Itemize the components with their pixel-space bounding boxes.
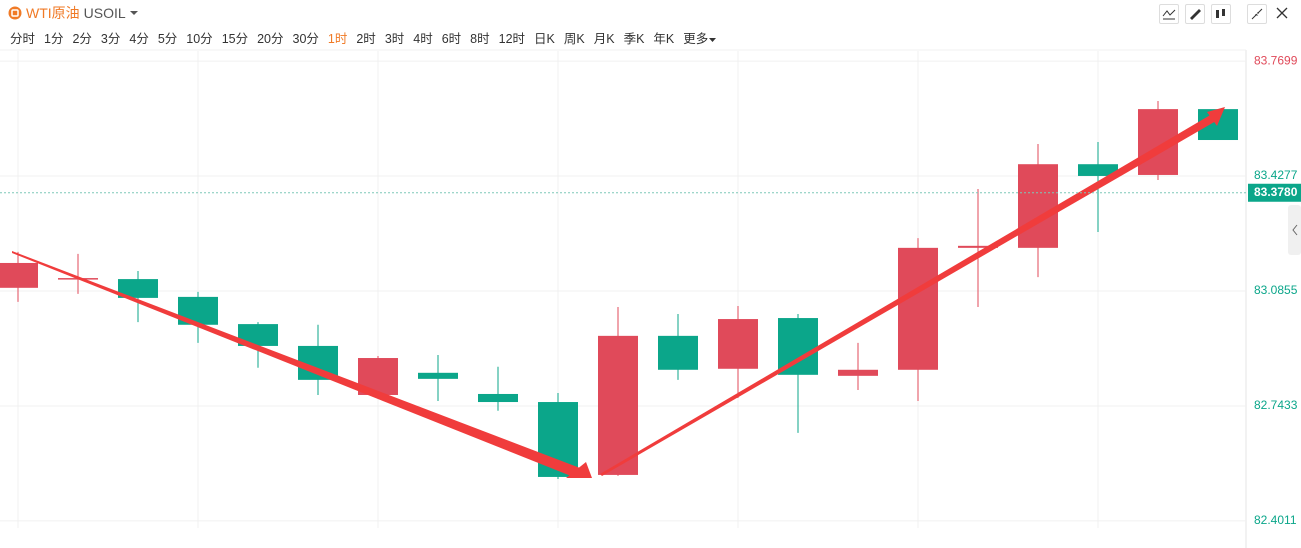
y-tick-label: 82.7433 xyxy=(1254,398,1298,412)
candle-body xyxy=(1198,109,1238,141)
interval-option[interactable]: 20分 xyxy=(257,32,284,46)
interval-option[interactable]: 2分 xyxy=(72,32,92,46)
interval-option[interactable]: 更多 xyxy=(683,28,717,47)
candle-body xyxy=(598,335,638,475)
interval-option[interactable]: 周K xyxy=(563,32,585,46)
symbol-icon xyxy=(8,6,22,20)
y-tick-label: 83.7699 xyxy=(1254,53,1298,67)
interval-option[interactable]: 1分 xyxy=(44,32,64,46)
last-price-label: 83.3780 xyxy=(1254,185,1298,199)
interval-option[interactable]: 4时 xyxy=(413,32,433,46)
candle-body xyxy=(478,393,518,403)
candle-body xyxy=(1018,164,1058,248)
candle-body xyxy=(658,335,698,370)
interval-option[interactable]: 月K xyxy=(593,32,615,46)
tool-icon[interactable] xyxy=(1185,4,1205,24)
interval-option[interactable]: 3分 xyxy=(100,32,121,46)
candle-body xyxy=(0,262,38,288)
trend-arrows xyxy=(12,107,1225,478)
close-icon[interactable] xyxy=(1273,4,1293,24)
candle-body xyxy=(838,369,878,376)
interval-option[interactable]: 2时 xyxy=(356,32,376,46)
interval-option[interactable]: 4分 xyxy=(129,32,149,46)
candle-body xyxy=(298,345,338,380)
side-handle[interactable] xyxy=(1288,205,1301,255)
candle-body xyxy=(1138,109,1178,175)
interval-option[interactable]: 1时 xyxy=(327,32,348,46)
candle-body xyxy=(538,402,578,477)
interval-option[interactable]: 3时 xyxy=(384,32,405,46)
last-price-box xyxy=(1248,183,1301,202)
interval-option[interactable]: 6时 xyxy=(441,32,462,46)
symbol-name[interactable]: WTI原油 xyxy=(26,5,80,21)
tool-icon[interactable] xyxy=(1247,4,1267,24)
candle-body xyxy=(178,296,218,325)
candle-body xyxy=(358,358,398,395)
candle-body xyxy=(778,318,818,375)
candle-body xyxy=(58,278,98,280)
candle-body xyxy=(1078,164,1118,176)
interval-option[interactable]: 8时 xyxy=(470,32,490,46)
y-tick-label: 82.4011 xyxy=(1254,513,1297,527)
dropdown-caret xyxy=(129,11,138,15)
y-tick-label: 83.0855 xyxy=(1254,283,1298,297)
candle-body xyxy=(718,319,758,369)
candle-body xyxy=(898,247,938,370)
candle-body xyxy=(958,245,998,248)
tool-icon[interactable] xyxy=(1211,4,1231,24)
interval-option[interactable]: 15分 xyxy=(221,32,249,46)
candle-body xyxy=(118,279,158,298)
interval-option[interactable]: 10分 xyxy=(186,32,213,46)
interval-option[interactable]: 日K xyxy=(534,32,555,46)
y-tick-label: 83.4277 xyxy=(1254,168,1298,182)
symbol-code[interactable]: USOIL xyxy=(83,5,126,21)
candle-body xyxy=(238,324,278,346)
interval-option[interactable]: 12时 xyxy=(498,32,526,46)
interval-option[interactable]: 分时 xyxy=(10,32,36,46)
candle-body xyxy=(418,372,458,379)
interval-bar: 分时 1分 2分 3分 4分 5分 10分 15分 20分 30分 1时 2时 3时 4时 6时 8时 12时日… xyxy=(10,28,717,47)
symbol-header: WTI原油 USOIL xyxy=(8,3,138,23)
interval-option[interactable]: 年K xyxy=(653,32,675,46)
tool-icons xyxy=(1159,4,1293,24)
interval-option[interactable]: 季K xyxy=(623,32,645,46)
interval-option[interactable]: 30分 xyxy=(292,32,319,46)
interval-option[interactable]: 5分 xyxy=(157,32,178,46)
tool-icon[interactable] xyxy=(1159,4,1179,24)
